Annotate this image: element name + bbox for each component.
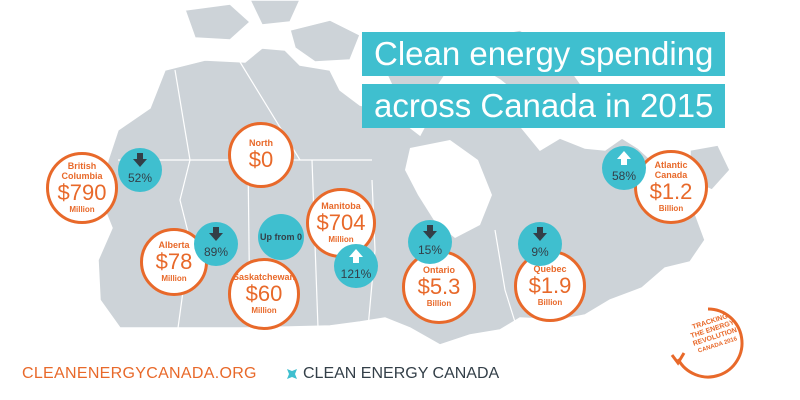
footer-brand: CLEAN ENERGY CANADA — [285, 365, 499, 383]
region-name: British Columbia — [61, 161, 103, 181]
region-unit: Billion — [426, 299, 452, 308]
region-amount: $78 — [155, 249, 193, 274]
change-percent: 58% — [611, 169, 637, 183]
region-bubble-british-columbia: British Columbia $790 Million — [46, 152, 118, 224]
region-unit: Million — [161, 274, 187, 283]
region-amount: $1.2 — [649, 179, 693, 204]
region-name: Quebec — [533, 264, 567, 274]
change-badge-british-columbia: 52% — [118, 148, 162, 192]
change-badge-quebec: 9% — [518, 222, 562, 266]
canada-logo-icon — [287, 369, 297, 379]
region-unit: Billion — [658, 204, 684, 213]
down-arrow-icon — [209, 227, 223, 241]
region-amount: $790 — [57, 180, 107, 205]
change-percent: 9% — [531, 245, 549, 259]
change-badge-alberta: 89% — [194, 222, 238, 266]
footer-website-link[interactable]: CLEANENERGYCANADA.ORG — [22, 365, 257, 382]
border-on-qc — [494, 229, 516, 323]
border-yt-nwt — [174, 69, 191, 161]
change-percent: 15% — [417, 243, 443, 257]
region-name: Atlantic Canada — [654, 160, 688, 180]
arctic-island-3 — [249, 0, 301, 26]
region-unit: Billion — [537, 298, 563, 307]
region-amount: $5.3 — [417, 274, 461, 299]
region-amount: $1.9 — [528, 273, 572, 298]
down-arrow-icon — [423, 225, 437, 239]
region-bubble-saskatchewan: Saskatchewan $60 Million — [228, 258, 300, 330]
region-bubble-atlantic-canada: Atlantic Canada $1.2 Billion — [634, 150, 708, 224]
change-badge-manitoba: 121% — [334, 244, 378, 288]
region-bubble-ontario: Ontario $5.3 Billion — [402, 250, 476, 324]
change-note: Up from 0 — [259, 231, 302, 242]
arctic-island-1 — [289, 19, 361, 63]
region-name: Ontario — [422, 265, 455, 275]
border-mb-on — [367, 179, 376, 329]
up-arrow-icon — [617, 151, 631, 165]
down-arrow-icon — [533, 227, 547, 241]
down-arrow-icon — [133, 153, 147, 167]
region-name: Alberta — [158, 240, 190, 250]
region-name: Saskatchewan — [232, 272, 296, 282]
region-unit: Million — [328, 235, 354, 244]
change-badge-atlantic-canada: 58% — [602, 146, 646, 190]
tracking-stamp-icon — [670, 307, 744, 379]
region-bubble-north: North $0 — [228, 122, 294, 188]
change-badge-ontario: 15% — [408, 220, 452, 264]
region-unit: Million — [69, 205, 95, 214]
region-name: North — [249, 138, 273, 148]
region-unit: Million — [251, 306, 277, 315]
hudson-bay — [405, 140, 492, 238]
region-amount: $60 — [245, 281, 283, 306]
change-percent: 121% — [340, 267, 372, 281]
up-arrow-icon — [349, 249, 363, 263]
region-amount: $0 — [248, 147, 274, 172]
change-percent: 89% — [203, 245, 229, 259]
arctic-island-2 — [183, 3, 252, 41]
brand-name: CLEAN ENERGY CANADA — [303, 365, 500, 382]
change-percent: 52% — [127, 171, 153, 185]
region-amount: $704 — [316, 210, 366, 235]
change-badge-saskatchewan: Up from 0 — [258, 214, 304, 260]
title-line-1: Clean energy spending — [362, 32, 726, 76]
title-line-2: across Canada in 2015 — [362, 84, 726, 128]
region-name: Manitoba — [321, 201, 361, 211]
